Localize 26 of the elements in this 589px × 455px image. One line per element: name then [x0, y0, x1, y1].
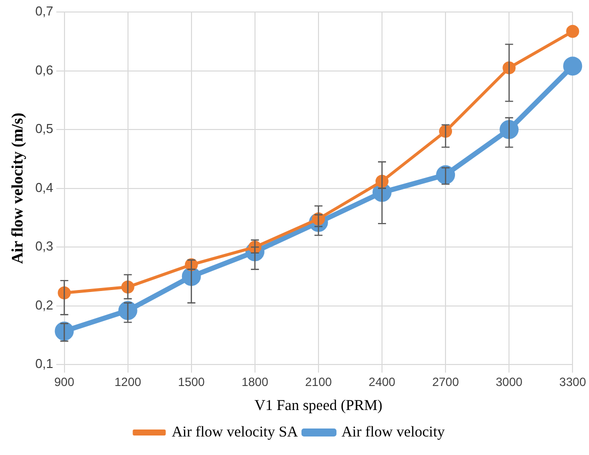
point: [563, 56, 582, 76]
x-tick-label: 900: [54, 375, 75, 390]
point: [182, 266, 201, 286]
y-tick-label: 0,7: [35, 4, 54, 19]
y-tick-label: 0,3: [35, 238, 54, 254]
y-tick-label: 0,2: [35, 297, 54, 312]
point: [566, 24, 580, 38]
x-tick-label: 3000: [496, 375, 523, 390]
legend-label: Air flow velocity SA: [172, 424, 298, 440]
x-tick-label: 3300: [559, 375, 586, 390]
point: [500, 120, 519, 140]
y-axis-title: Air flow velocity (m/s): [10, 112, 27, 264]
x-tick-label: 1800: [242, 375, 269, 390]
x-tick-label: 2700: [432, 375, 460, 390]
y-tick-label: 0,5: [35, 121, 54, 136]
x-axis-title: V1 Fan speed (PRM): [254, 398, 382, 414]
y-tick-label: 0,6: [35, 62, 54, 78]
x-tick-label: 1500: [178, 375, 206, 390]
y-tick-label: 0,4: [35, 180, 54, 195]
legend-label: Air flow velocity: [341, 424, 446, 440]
point: [54, 322, 74, 341]
y-tick-label: 0,1: [35, 356, 54, 372]
x-tick-label: 2400: [368, 375, 396, 390]
point: [436, 165, 456, 184]
x-tick-label: 2100: [305, 375, 332, 390]
x-tick-label: 1200: [114, 375, 142, 390]
